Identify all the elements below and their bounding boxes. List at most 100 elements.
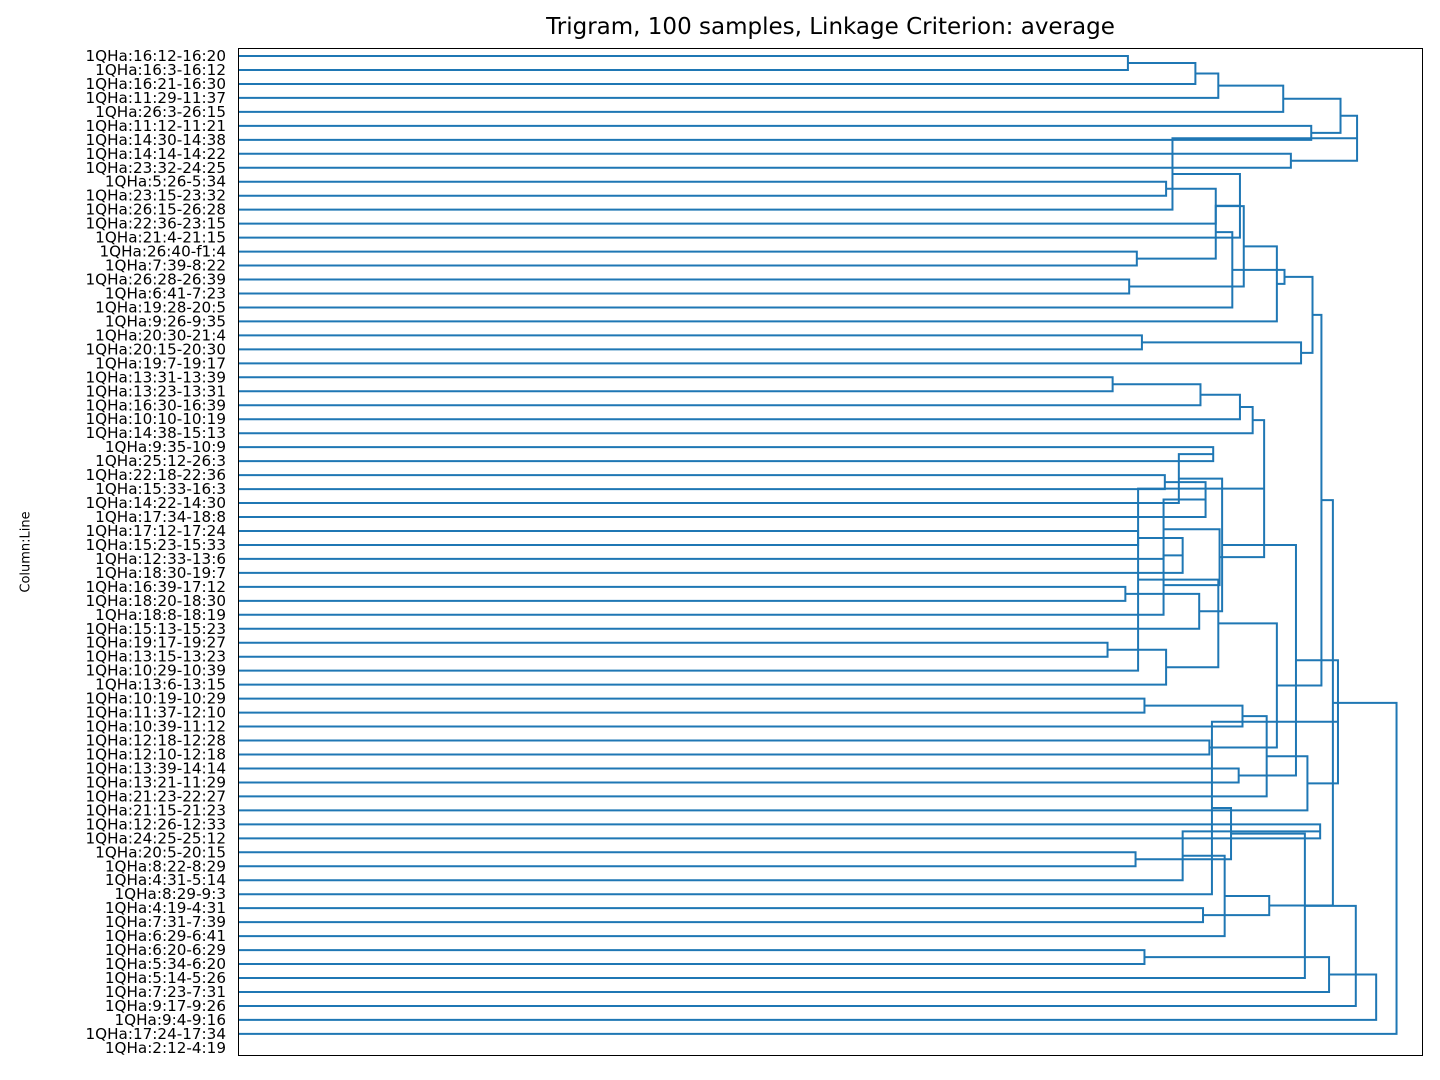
leaf-label: 1QHa:26:28-26:39 [86, 271, 226, 289]
leaf-label: 1QHa:13:6-13:15 [95, 676, 226, 694]
dendrogram-link [1269, 499, 1334, 907]
leaf-label: 1QHa:26:40-f1:4 [100, 243, 227, 261]
dendrogram-link [238, 704, 1244, 728]
dendrogram-link [238, 973, 1378, 1021]
leaf-label: 1QHa:15:13-15:23 [86, 620, 226, 638]
dendrogram-link [238, 172, 1241, 239]
leaf-label: 1QHa:15:23-15:33 [86, 536, 226, 554]
dendrogram-link [238, 187, 1217, 225]
leaf-label: 1QHa:7:39-8:22 [105, 257, 226, 275]
leaf-label: 1QHa:13:31-13:39 [86, 368, 226, 386]
leaf-label: 1QHa:14:14-14:22 [86, 145, 226, 163]
dendrogram-link [238, 498, 1206, 560]
dendrogram-link [1138, 578, 1220, 669]
dendrogram-link [238, 453, 1214, 505]
dendrogram-link [1284, 275, 1314, 354]
dendrogram-link [238, 739, 1211, 756]
dendrogram-link [238, 245, 1278, 323]
dendrogram-link [238, 851, 1137, 868]
leaf-label: 1QHa:10:19-10:29 [86, 690, 226, 708]
leaf-label: 1QHa:6:29-6:41 [105, 927, 226, 945]
leaf-label: 1QHa:7:23-7:31 [105, 983, 226, 1001]
leaf-label: 1QHa:26:3-26:15 [95, 103, 226, 121]
leaf-label: 1QHa:22:18-22:36 [86, 466, 226, 484]
dendrogram-link [1283, 97, 1342, 134]
dendrogram-link [238, 231, 1234, 309]
dendrogram-link [238, 446, 1215, 463]
dendrogram-link [238, 481, 1207, 519]
leaf-label: 1QHa:19:7-19:17 [95, 354, 226, 372]
leaf-label: 1QHa:16:39-17:12 [86, 578, 226, 596]
leaf-label: 1QHa:26:15-26:28 [86, 201, 226, 219]
leaf-label: 1QHa:5:14-5:26 [105, 969, 226, 987]
dendrogram-link [238, 904, 1357, 1007]
leaf-label: 1QHa:5:34-6:20 [105, 955, 226, 973]
plot-frame [238, 48, 1423, 1056]
dendrogram-link [238, 641, 1109, 658]
dendrogram-link [238, 84, 1285, 113]
dendrogram-links [238, 55, 1398, 1035]
leaf-label: 1QHa:17:34-18:8 [95, 508, 226, 526]
leaf-label: 1QHa:18:8-18:19 [95, 606, 226, 624]
leaf-label: 1QHa:13:39-14:14 [86, 759, 226, 777]
leaf-label: 1QHa:12:26-12:33 [86, 815, 226, 833]
leaf-label: 1QHa:14:22-14:30 [86, 494, 226, 512]
dendrogram-link [1232, 268, 1286, 285]
leaf-label: 1QHa:25:12-26:3 [95, 452, 226, 470]
leaf-label: 1QHa:16:3-16:12 [95, 61, 226, 79]
dendrogram-link [238, 956, 1331, 993]
dendrogram-link [238, 823, 1322, 840]
leaf-label: 1QHa:18:20-18:30 [86, 592, 226, 610]
leaf-label: 1QHa:10:10-10:19 [86, 410, 226, 428]
dendrogram-link [238, 334, 1143, 351]
leaf-label: 1QHa:23:32-24:25 [86, 159, 226, 177]
dendrogram-link [1163, 528, 1221, 587]
leaf-label: 1QHa:13:21-11:29 [86, 773, 226, 791]
leaf-label: 1QHa:20:15-20:30 [86, 340, 226, 358]
leaf-label: 1QHa:23:15-23:32 [86, 187, 226, 205]
leaf-label: 1QHa:4:31-5:14 [105, 871, 226, 889]
dendrogram-link [238, 536, 1184, 574]
dendrogram-link [1203, 894, 1271, 917]
leaf-label: 1QHa:10:39-11:12 [86, 718, 226, 736]
leaf-label: 1QHa:4:19-4:31 [105, 899, 226, 917]
dendrogram-link [238, 648, 1168, 686]
dendrogram-link [1276, 313, 1323, 687]
leaf-label: 1QHa:18:30-19:7 [95, 564, 226, 582]
dendrogram-link [238, 907, 1205, 924]
leaf-label: 1QHa:13:15-13:23 [86, 648, 226, 666]
dendrogram-link [238, 767, 1240, 784]
dendrogram-link [238, 383, 1202, 407]
dendrogram-link [1129, 205, 1245, 288]
dendrogram-link [238, 585, 1127, 602]
leaf-label: 1QHa:7:31-7:39 [105, 913, 226, 931]
leaf-label: 1QHa:8:29-9:3 [115, 885, 227, 903]
dendrogram-link [238, 949, 1146, 966]
dendrogram-link [238, 487, 1265, 672]
dendrogram-link [238, 715, 1268, 798]
dendrogram-link [238, 72, 1220, 99]
dendrogram-link [1135, 806, 1233, 861]
leaf-label: 1QHa:9:4-9:16 [115, 1011, 227, 1029]
dendrogram-link [238, 341, 1303, 365]
leaf-label: 1QHa:20:5-20:15 [95, 843, 226, 861]
leaf-label: 1QHa:22:36-23:15 [86, 215, 226, 233]
leaf-label: 1QHa:12:18-12:28 [86, 732, 226, 750]
dendrogram-link [238, 854, 1226, 938]
dendrogram-link [238, 250, 1138, 267]
dendrogram-link [238, 376, 1114, 393]
dendrogram-link [238, 720, 1338, 896]
leaf-label: 1QHa:6:20-6:29 [105, 941, 226, 959]
leaf-label: 1QHa:20:30-21:4 [95, 326, 226, 344]
leaf-label: 1QHa:9:26-9:35 [105, 312, 226, 330]
dendrogram-link [238, 529, 1140, 546]
leaf-label: 1QHa:24:25-25:12 [86, 829, 226, 847]
leaf-label: 1QHa:14:30-14:38 [86, 131, 226, 149]
leaf-label: 1QHa:15:33-16:3 [95, 480, 226, 498]
dendrogram-link [238, 393, 1241, 421]
dendrogram-link [238, 180, 1168, 197]
dendrogram-link [238, 701, 1398, 1035]
dendrogram-link [1222, 543, 1297, 777]
leaf-label: 1QHa:14:38-15:13 [86, 424, 226, 442]
leaf-label: 1QHa:2:12-4:19 [105, 1039, 226, 1057]
